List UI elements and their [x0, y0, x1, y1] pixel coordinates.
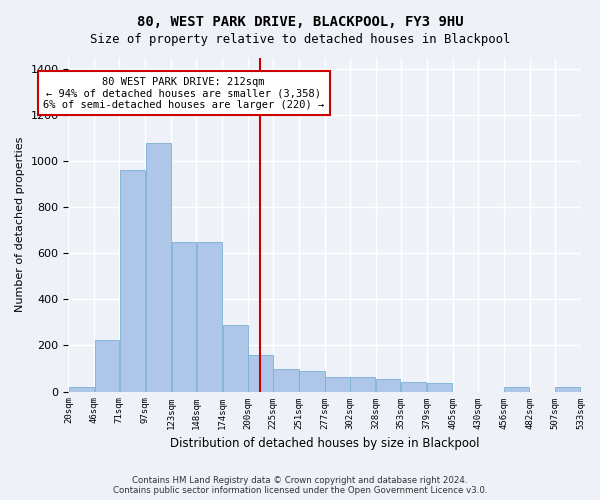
Bar [299, 371, 325, 392]
Bar [427, 384, 452, 392]
Text: 80, WEST PARK DRIVE, BLACKPOOL, FY3 9HU: 80, WEST PARK DRIVE, BLACKPOOL, FY3 9HU [137, 15, 463, 29]
Bar [146, 142, 171, 392]
Bar [325, 376, 350, 392]
Bar [274, 368, 299, 392]
X-axis label: Distribution of detached houses by size in Blackpool: Distribution of detached houses by size … [170, 437, 479, 450]
Bar [172, 242, 196, 392]
Bar [223, 324, 248, 392]
Bar [401, 382, 427, 392]
Bar [555, 388, 580, 392]
Text: Size of property relative to detached houses in Blackpool: Size of property relative to detached ho… [90, 32, 510, 46]
Bar [248, 354, 272, 392]
Y-axis label: Number of detached properties: Number of detached properties [15, 137, 25, 312]
Bar [95, 340, 119, 392]
Text: Contains HM Land Registry data © Crown copyright and database right 2024.
Contai: Contains HM Land Registry data © Crown c… [113, 476, 487, 495]
Bar [69, 387, 94, 392]
Bar [504, 388, 529, 392]
Bar [350, 376, 376, 392]
Bar [197, 242, 222, 392]
Text: 80 WEST PARK DRIVE: 212sqm
← 94% of detached houses are smaller (3,358)
6% of se: 80 WEST PARK DRIVE: 212sqm ← 94% of deta… [43, 76, 325, 110]
Bar [376, 379, 400, 392]
Bar [120, 170, 145, 392]
